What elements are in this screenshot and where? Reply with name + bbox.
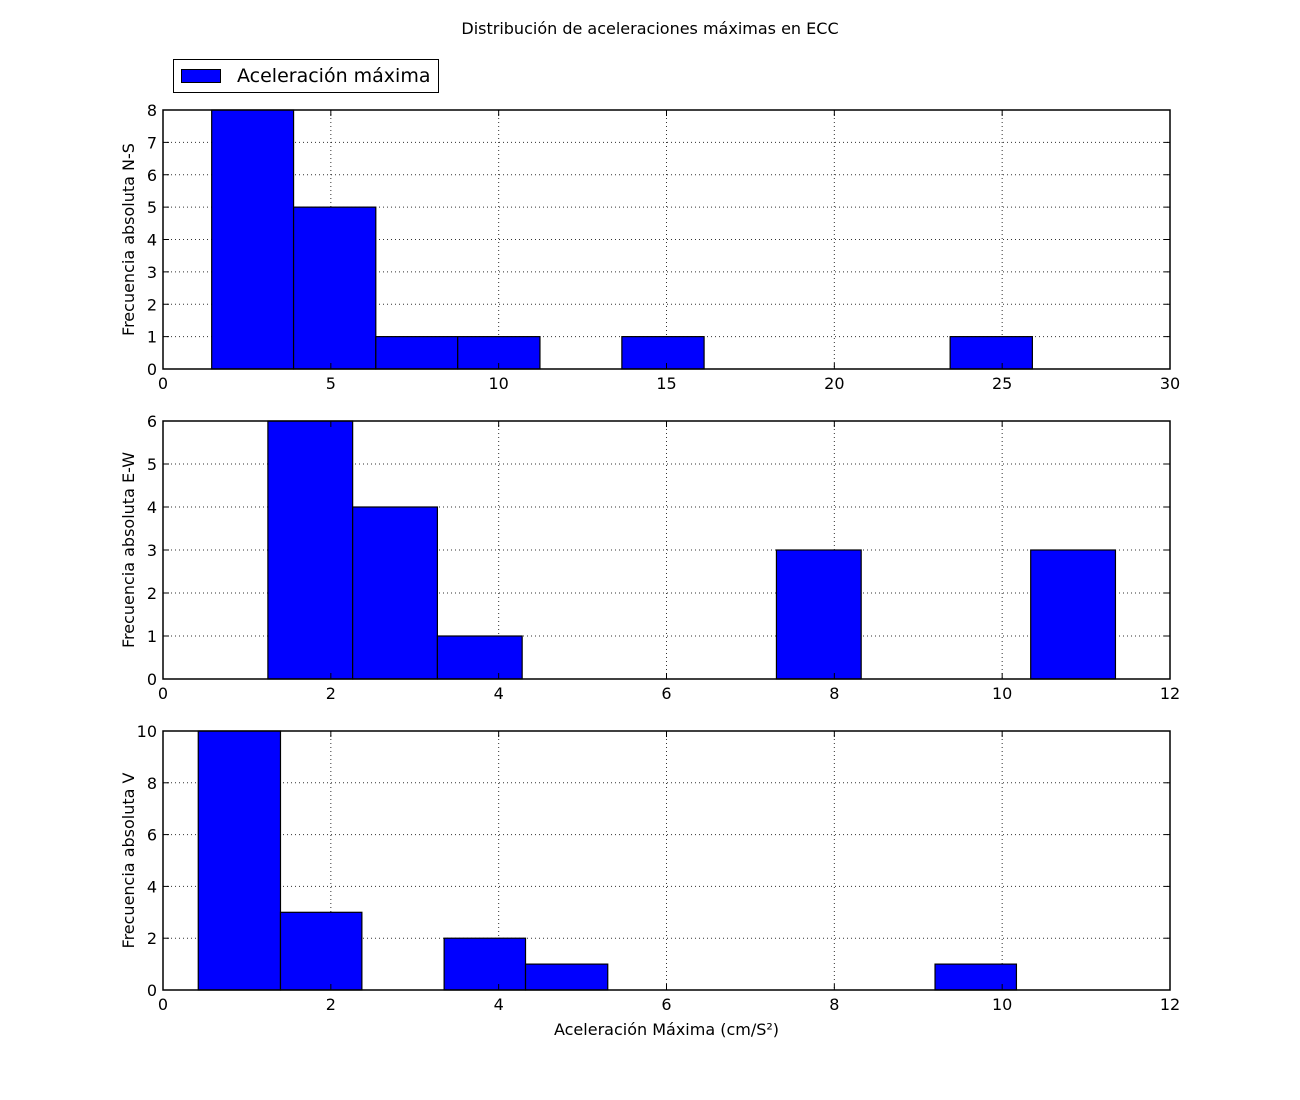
x-tick-label: 0 [158, 995, 168, 1014]
x-tick-label: 10 [992, 995, 1012, 1014]
y-tick-label: 4 [147, 877, 157, 896]
x-tick-label: 4 [494, 684, 504, 703]
histogram-bar [524, 963, 609, 991]
x-tick-label: 20 [824, 374, 844, 393]
x-tick-label: 8 [829, 995, 839, 1014]
x-tick-label: 12 [1160, 684, 1180, 703]
histogram-bar [621, 336, 705, 370]
x-tick-label: 30 [1160, 374, 1180, 393]
y-tick-label: 3 [147, 541, 157, 560]
y-axis-label: Frecuencia absoluta N-S [119, 143, 138, 336]
y-tick-label: 0 [147, 360, 157, 379]
y-tick-label: 6 [147, 826, 157, 845]
y-tick-label: 2 [147, 929, 157, 948]
x-tick-label: 2 [326, 684, 336, 703]
y-tick-label: 2 [147, 295, 157, 314]
y-tick-label: 8 [147, 101, 157, 120]
legend: Aceleración máxima [173, 59, 440, 93]
x-tick-label: 10 [992, 684, 1012, 703]
x-tick-label: 6 [661, 684, 671, 703]
x-tick-label: 10 [488, 374, 508, 393]
y-tick-label: 5 [147, 455, 157, 474]
y-tick-label: 2 [147, 584, 157, 603]
x-tick-label: 0 [158, 684, 168, 703]
histogram-bar [292, 206, 377, 370]
y-tick-label: 5 [147, 198, 157, 217]
x-tick-label: 0 [158, 374, 168, 393]
y-axis-label: Frecuencia absoluta E-W [119, 452, 138, 648]
y-axis-label: Frecuencia absoluta V [119, 772, 138, 948]
histogram-bar [934, 963, 1018, 991]
histogram-bar [197, 730, 282, 991]
y-tick-label: 8 [147, 774, 157, 793]
y-tick-label: 1 [147, 328, 157, 347]
x-tick-label: 4 [494, 995, 504, 1014]
histogram-bar [211, 109, 295, 370]
histogram-bar [775, 549, 862, 680]
x-tick-label: 8 [829, 684, 839, 703]
histogram-bar [267, 420, 354, 680]
histogram-bar [375, 336, 459, 370]
y-tick-label: 0 [147, 981, 157, 1000]
x-tick-label: 2 [326, 995, 336, 1014]
histogram-bar [279, 911, 363, 991]
figure-title: Distribución de aceleraciones máximas en… [461, 19, 839, 38]
x-tick-label: 12 [1160, 995, 1180, 1014]
y-tick-label: 10 [137, 722, 157, 741]
y-tick-label: 0 [147, 670, 157, 689]
y-tick-label: 7 [147, 133, 157, 152]
panel-n-s: 0 5 10 15 20 25 30 0 1 2 3 4 5 6 7 8 Frecuencia absoluta… [119, 101, 1180, 393]
x-tick-label: 25 [992, 374, 1012, 393]
x-tick-label: 6 [661, 995, 671, 1014]
histogram-bar [436, 635, 523, 680]
y-tick-label: 4 [147, 231, 157, 250]
histogram-bar [443, 937, 527, 991]
y-tick-label: 6 [147, 412, 157, 431]
legend-label: Aceleración máxima [237, 65, 431, 87]
y-tick-label: 6 [147, 166, 157, 185]
panel-v: 0 2 4 6 8 10 12 0 2 4 6 8 10 Frecuencia absoluta V Ace… [119, 722, 1180, 1039]
y-tick-label: 1 [147, 627, 157, 646]
histogram-bar [1030, 549, 1117, 680]
x-tick-label: 15 [656, 374, 676, 393]
y-tick-label: 3 [147, 263, 157, 282]
x-axis-label: Aceleración Máxima (cm/S²) [554, 1020, 779, 1039]
histogram-bar [352, 506, 439, 680]
legend-swatch [181, 69, 221, 83]
y-tick-label: 4 [147, 498, 157, 517]
x-tick-label: 5 [326, 374, 336, 393]
histogram-bar [949, 336, 1033, 370]
